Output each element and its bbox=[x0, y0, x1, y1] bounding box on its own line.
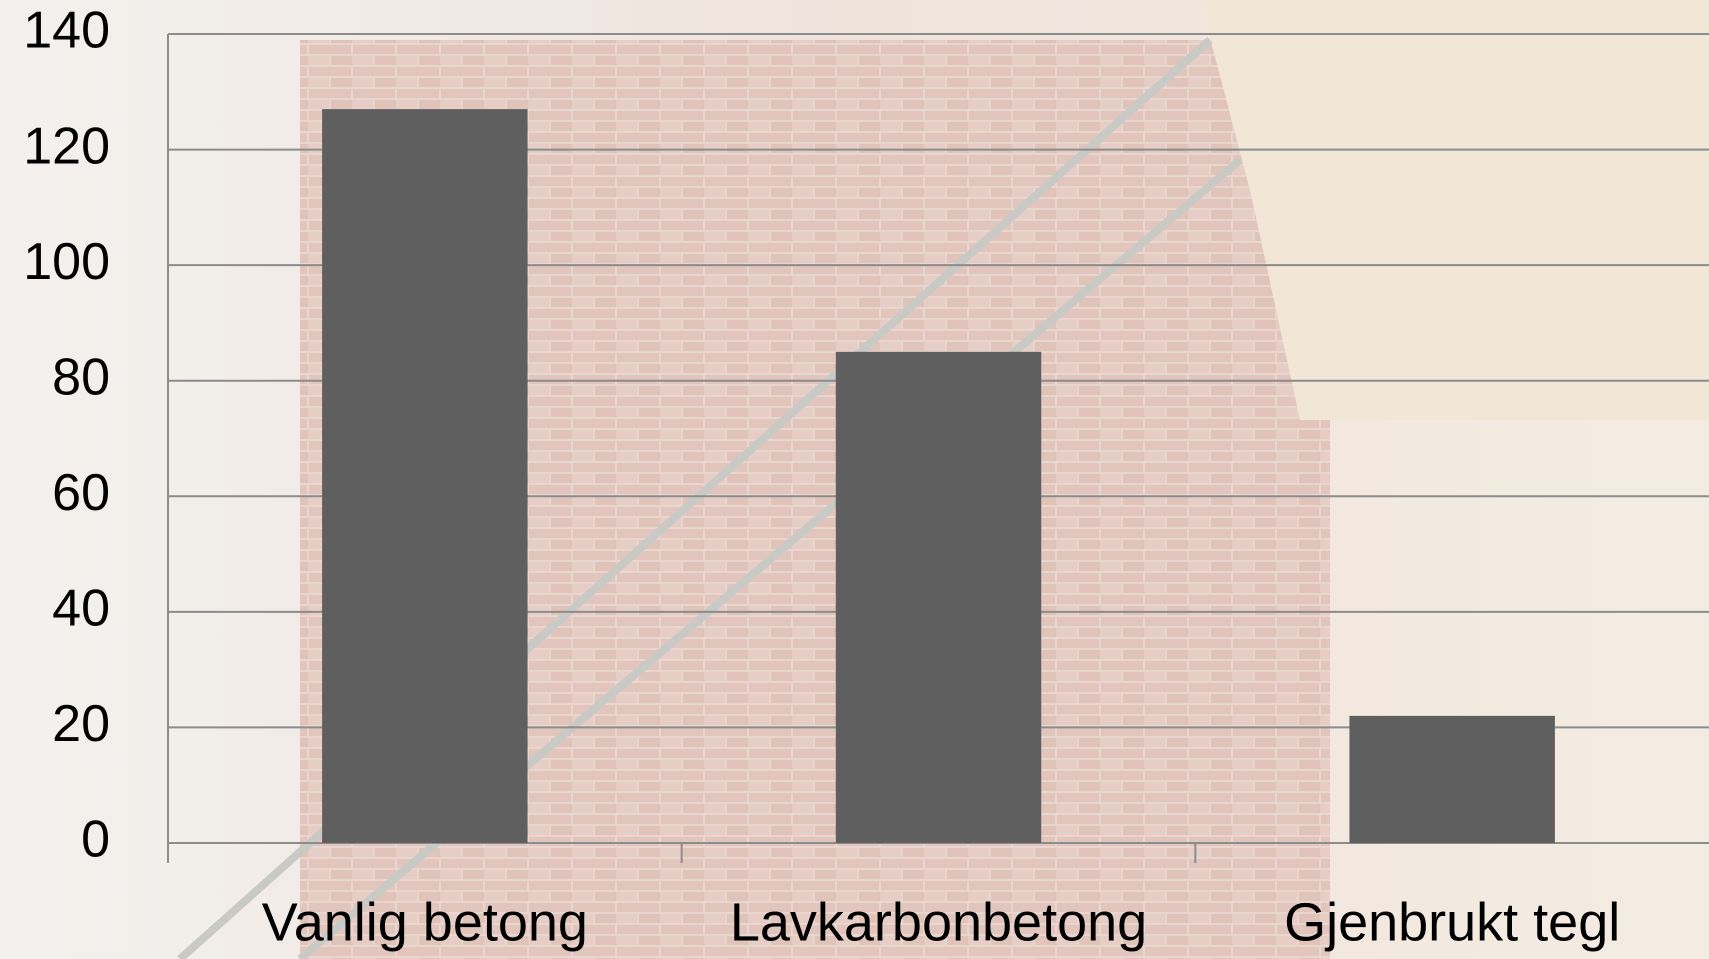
y-tick-label: 0 bbox=[81, 811, 110, 869]
y-tick-label: 40 bbox=[52, 580, 110, 638]
y-tick-label: 60 bbox=[52, 464, 110, 522]
x-tick-label: Lavkarbonbetong bbox=[730, 892, 1147, 952]
y-tick-label: 140 bbox=[23, 2, 110, 60]
bar bbox=[322, 109, 528, 843]
y-tick-label: 100 bbox=[23, 233, 110, 291]
background-ceiling bbox=[1200, 0, 1709, 420]
y-tick-label: 80 bbox=[52, 348, 110, 406]
y-tick-label: 120 bbox=[23, 117, 110, 175]
x-tick-label: Gjenbrukt tegl bbox=[1284, 892, 1620, 952]
y-tick-label: 20 bbox=[52, 695, 110, 753]
x-tick-label: Vanlig betong bbox=[262, 892, 588, 952]
bar bbox=[835, 351, 1042, 843]
bar bbox=[1349, 715, 1555, 843]
